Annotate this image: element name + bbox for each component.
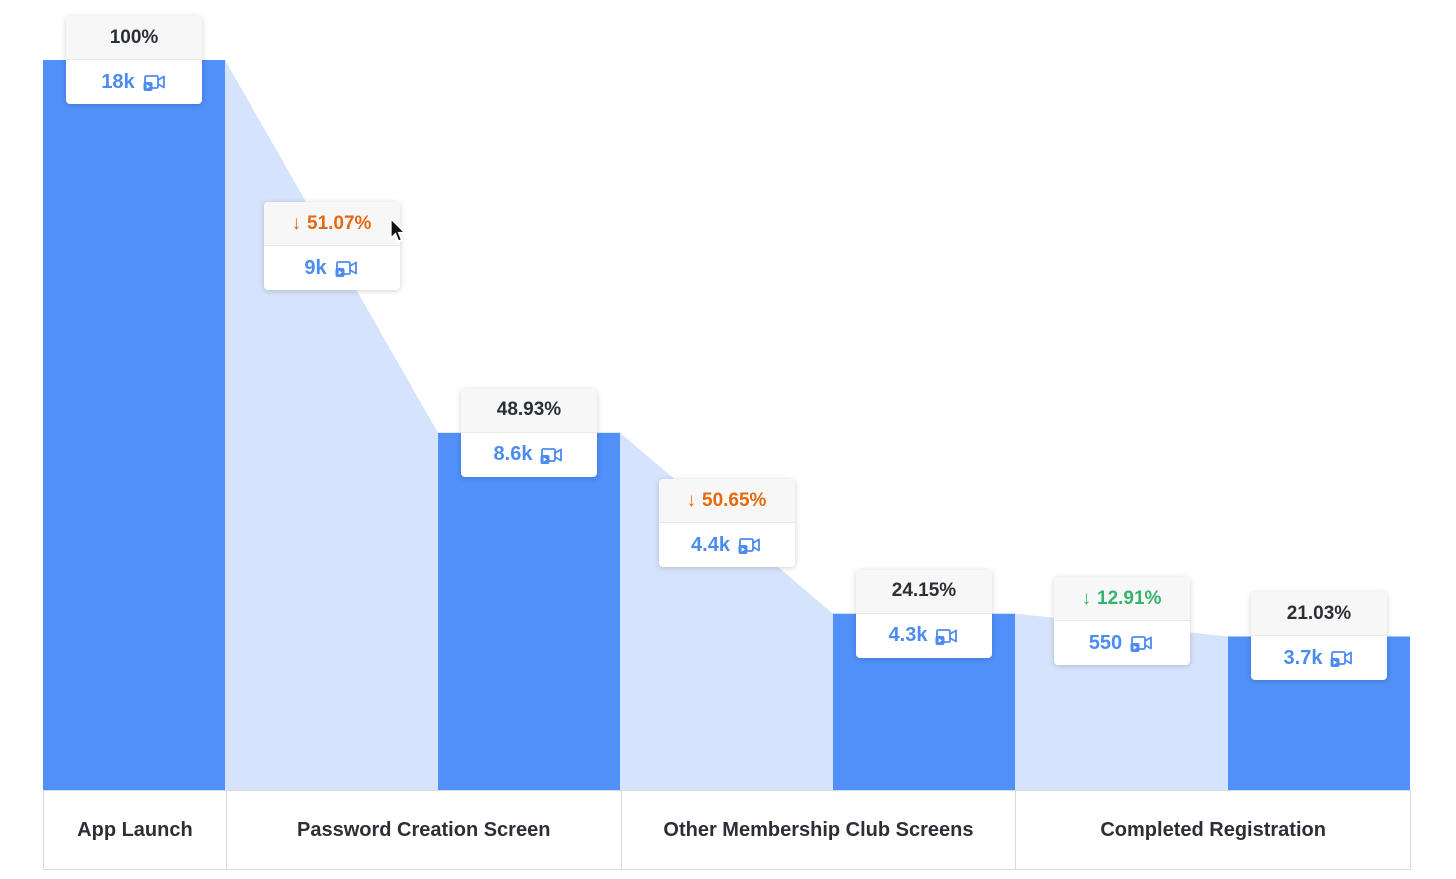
dropoff-percent: 50.65% <box>702 489 767 511</box>
stage-label: Other Membership Club Screens <box>663 818 974 841</box>
stage-count-row[interactable]: 3.7k <box>1251 636 1387 680</box>
video-icon[interactable] <box>1130 632 1154 654</box>
funnel-bar[interactable] <box>43 60 225 790</box>
dropoff-count: 4.4k <box>691 533 730 556</box>
dropoff-count: 550 <box>1088 631 1123 654</box>
video-icon[interactable] <box>738 534 762 556</box>
stage-count: 18k <box>101 70 135 93</box>
dropoff-count: 9k <box>304 256 327 279</box>
stage-value-card[interactable]: 21.03% 3.7k <box>1251 592 1387 681</box>
video-icon[interactable] <box>335 257 359 279</box>
arrow-down-icon: ↓ <box>686 489 697 511</box>
dropoff-percent-row: ↓ 12.91% <box>1053 577 1190 622</box>
stage-count-row[interactable]: 18k <box>66 60 202 104</box>
arrow-down-icon: ↓ <box>291 212 302 234</box>
dropoff-card[interactable]: ↓ 50.65% 4.4k <box>658 479 795 568</box>
dropoff-percent: 12.91% <box>1097 587 1162 609</box>
funnel-bar[interactable] <box>438 432 620 790</box>
video-icon[interactable] <box>143 71 167 93</box>
stage-value-card[interactable]: 48.93% 8.6k <box>461 388 597 477</box>
stage-label-cell[interactable]: Password Creation Screen <box>227 791 622 869</box>
dropoff-count-row[interactable]: 4.4k <box>659 523 795 567</box>
dropoff-percent-row: ↓ 50.65% <box>658 479 795 524</box>
dropoff-count-row[interactable]: 9k <box>264 246 400 290</box>
stage-label-row: App Launch Password Creation Screen Othe… <box>43 790 1412 870</box>
stage-label: Password Creation Screen <box>297 818 551 841</box>
stage-count: 3.7k <box>1283 646 1323 669</box>
stage-label-cell[interactable]: Other Membership Club Screens <box>622 791 1017 869</box>
dropoff-count-row[interactable]: 550 <box>1054 621 1190 665</box>
stage-value-card[interactable]: 24.15% 4.3k <box>856 569 992 658</box>
video-icon[interactable] <box>1330 647 1354 669</box>
stage-label: Completed Registration <box>1100 818 1326 841</box>
stage-count-row[interactable]: 4.3k <box>856 614 992 658</box>
stage-count-row[interactable]: 8.6k <box>461 433 597 477</box>
dropoff-card[interactable]: ↓ 12.91% 550 <box>1053 577 1190 666</box>
stage-value-card[interactable]: 100% 18k <box>66 16 202 104</box>
stage-count: 8.6k <box>493 443 533 466</box>
stage-count: 4.3k <box>888 624 928 647</box>
stage-percent: 48.93% <box>461 388 597 433</box>
video-icon[interactable] <box>935 625 959 647</box>
arrow-down-icon: ↓ <box>1081 587 1092 609</box>
stage-percent: 21.03% <box>1251 592 1387 637</box>
stage-percent: 24.15% <box>856 569 992 614</box>
dropoff-percent: 51.07% <box>307 212 372 234</box>
dropoff-percent-row: ↓ 51.07% <box>263 202 400 247</box>
video-icon[interactable] <box>540 444 564 466</box>
stage-label: App Launch <box>77 818 193 841</box>
stage-label-cell[interactable]: Completed Registration <box>1016 791 1412 869</box>
stage-percent: 100% <box>66 16 202 60</box>
dropoff-card[interactable]: ↓ 51.07% 9k <box>263 202 400 291</box>
stage-label-cell[interactable]: App Launch <box>44 791 227 869</box>
cursor-icon <box>390 218 406 242</box>
dropoff-flow <box>225 60 438 790</box>
